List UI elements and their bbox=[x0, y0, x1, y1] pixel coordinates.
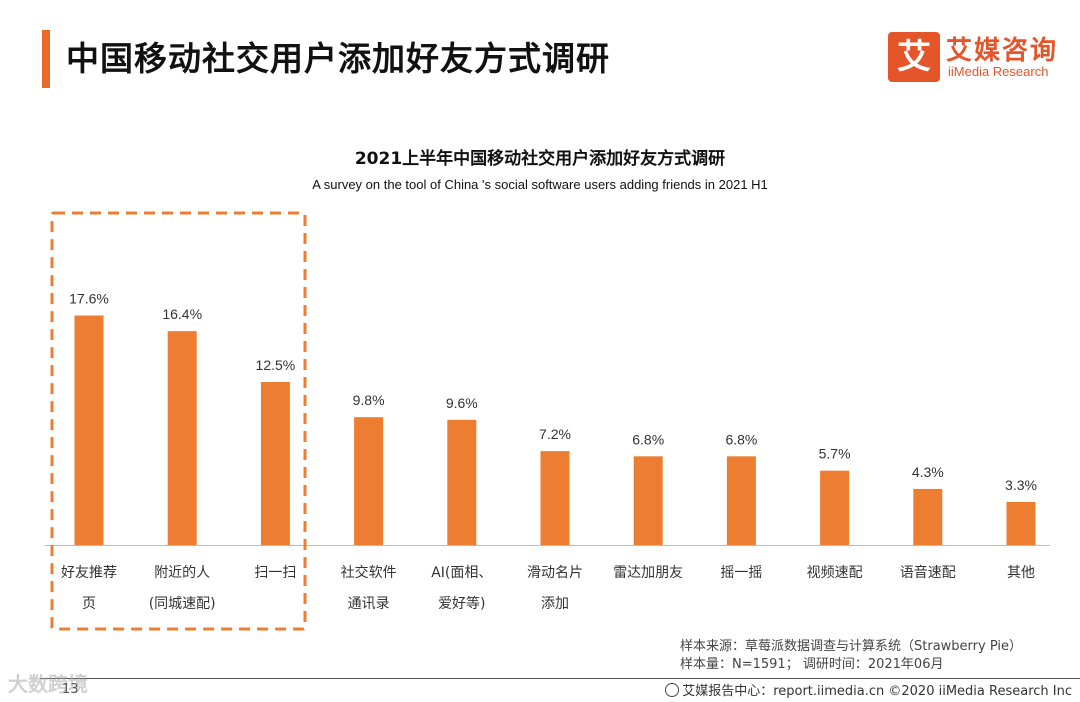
bar-8 bbox=[726, 456, 756, 545]
page-number: 13 bbox=[62, 682, 79, 697]
logo-english-text: iiMedia Research bbox=[948, 64, 1049, 79]
title-accent-bar bbox=[42, 30, 50, 88]
category-label-10-line-1: 语音速配 bbox=[900, 564, 956, 581]
data-label-9: 5.7% bbox=[819, 446, 851, 462]
highlight-box bbox=[50, 211, 307, 631]
chart-subtitle: A survey on the tool of China 's social … bbox=[312, 177, 768, 192]
bar-3 bbox=[260, 382, 290, 545]
data-label-7: 6.8% bbox=[632, 431, 664, 447]
category-label-9-line-1: 视频速配 bbox=[807, 565, 863, 581]
footer-text: 艾媒报告中心：report.iimedia.cn ©2020 iiMedia R… bbox=[682, 684, 1072, 699]
data-label-1: 17.6% bbox=[69, 290, 109, 306]
category-label-6-line-2: 添加 bbox=[541, 596, 569, 612]
footer-divider bbox=[40, 678, 1080, 679]
bar-6 bbox=[540, 451, 570, 545]
category-label-4-line-2: 通讯录 bbox=[348, 596, 390, 612]
source-line-2: 样本量：N=1591； 调研时间：2021年06月 bbox=[680, 657, 944, 672]
footer: 艾媒报告中心：report.iimedia.cn ©2020 iiMedia R… bbox=[665, 680, 1072, 699]
data-label-6: 7.2% bbox=[539, 426, 571, 442]
category-label-6-line-1: 滑动名片 bbox=[527, 564, 583, 581]
category-label-5-line-1: AI(面相、 bbox=[431, 565, 492, 581]
data-label-4: 9.8% bbox=[353, 392, 385, 408]
bar-10 bbox=[913, 488, 943, 545]
category-label-11-line-1: 其他 bbox=[1007, 565, 1035, 581]
bar-11 bbox=[1006, 501, 1036, 545]
category-label-1-line-2: 页 bbox=[82, 596, 96, 612]
bar-7 bbox=[633, 456, 663, 545]
category-label-4-line-1: 社交软件 bbox=[341, 564, 397, 581]
data-label-10: 4.3% bbox=[912, 464, 944, 480]
watermark: 大数跨境 bbox=[8, 672, 88, 696]
bar-5 bbox=[447, 419, 477, 545]
data-label-5: 9.6% bbox=[446, 395, 478, 411]
bar-1 bbox=[74, 315, 104, 545]
data-label-8: 6.8% bbox=[725, 431, 757, 447]
data-label-3: 12.5% bbox=[256, 357, 296, 373]
iimedia-logo: 艾 艾媒咨询 iiMedia Research bbox=[888, 30, 1068, 86]
bar-9 bbox=[820, 470, 850, 545]
chart-title: 2021上半年中国移动社交用户添加好友方式调研 bbox=[354, 149, 726, 169]
page-title: 中国移动社交用户添加好友方式调研 bbox=[66, 39, 610, 78]
category-label-2-line-2: (同城速配) bbox=[149, 596, 216, 612]
category-label-7-line-1: 雷达加朋友 bbox=[613, 565, 683, 581]
category-label-8-line-1: 摇一摇 bbox=[720, 565, 762, 581]
data-label-2: 16.4% bbox=[162, 306, 202, 322]
bar-4 bbox=[354, 417, 384, 545]
category-label-5-line-2: 爱好等) bbox=[438, 595, 485, 612]
globe-icon bbox=[665, 683, 680, 697]
source-note: 样本来源：草莓派数据调查与计算系统（Strawberry Pie） 样本量：N=… bbox=[680, 638, 1022, 674]
category-label-1-line-1: 好友推荐 bbox=[61, 565, 117, 581]
bar-2 bbox=[167, 331, 197, 545]
logo-icon: 艾 bbox=[888, 32, 940, 82]
category-label-3-line-1: 扫一扫 bbox=[254, 565, 296, 581]
logo-chinese-text: 艾媒咨询 bbox=[946, 36, 1059, 66]
category-label-2-line-1: 附近的人 bbox=[154, 565, 210, 581]
data-label-11: 3.3% bbox=[1005, 477, 1037, 493]
source-line-1: 样本来源：草莓派数据调查与计算系统（Strawberry Pie） bbox=[680, 639, 1022, 654]
